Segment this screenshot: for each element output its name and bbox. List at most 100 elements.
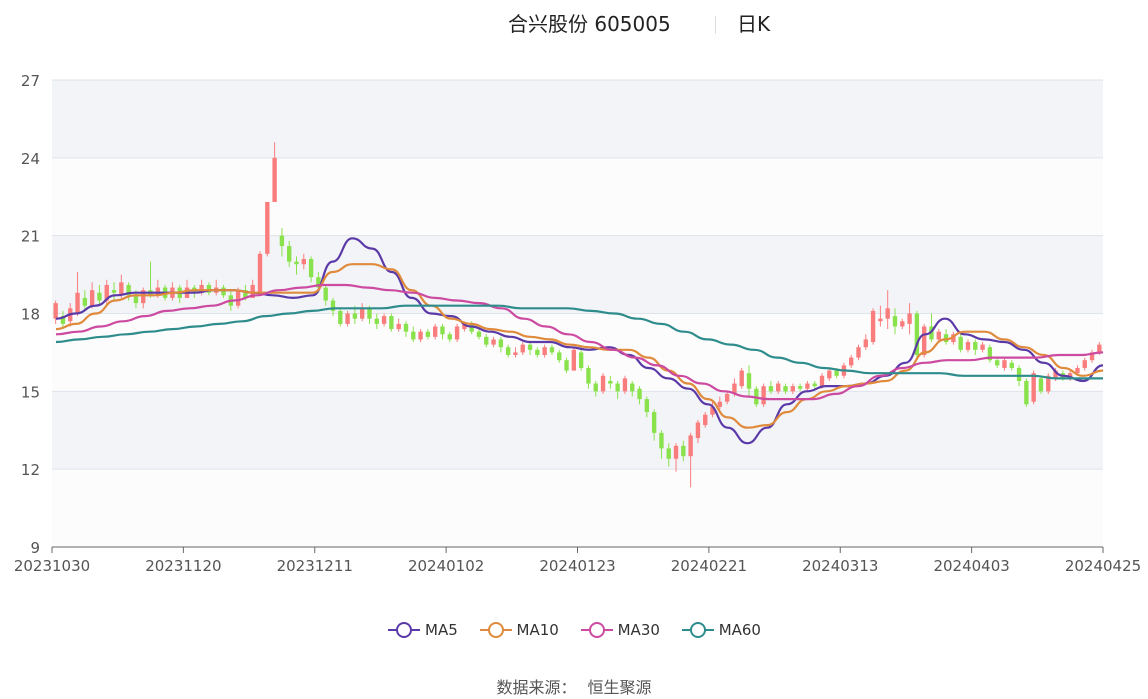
candle-body (389, 316, 394, 330)
candle-body (272, 157, 277, 202)
candle-body (60, 316, 66, 324)
legend-item-ma5[interactable]: MA5 (387, 620, 458, 640)
candle-body (593, 383, 598, 392)
candlestick (491, 336, 496, 348)
candlestick (272, 142, 277, 202)
candlestick (797, 383, 803, 392)
x-tick-label: 20240221 (671, 557, 747, 575)
legend-item-ma10[interactable]: MA10 (479, 620, 559, 640)
ma5-legend-icon (388, 622, 420, 638)
candlestick (1082, 357, 1087, 371)
candlestick (89, 282, 95, 309)
candle-body (863, 339, 868, 348)
ma-line-ma10 (55, 263, 1104, 429)
candlestick (630, 380, 635, 397)
candlestick (432, 323, 438, 340)
candle-body (717, 401, 723, 407)
candle-body (301, 259, 306, 265)
candlestick (622, 375, 628, 394)
candle-body (432, 326, 438, 337)
candle-body (367, 308, 372, 319)
candlestick (345, 310, 350, 327)
candle-body (958, 336, 963, 350)
legend-label-ma5: MA5 (425, 621, 458, 639)
candlestick (308, 256, 314, 283)
candlestick (75, 271, 80, 317)
x-tick-label: 20231211 (277, 557, 353, 575)
candle-body (659, 432, 664, 449)
candlestick (527, 342, 533, 356)
candlestick (403, 321, 409, 337)
candlestick (476, 329, 482, 340)
candle-body (1075, 367, 1080, 374)
legend-item-ma30[interactable]: MA30 (580, 620, 660, 640)
legend-item-ma60[interactable]: MA60 (681, 620, 761, 640)
period-label[interactable]: 日K (737, 12, 771, 36)
candle-body (1046, 375, 1051, 392)
candle-body (265, 201, 270, 254)
candle-body (892, 316, 898, 327)
candlestick (878, 305, 883, 327)
candle-body (805, 383, 810, 389)
candlestick (323, 284, 328, 306)
candlestick (1024, 378, 1029, 407)
candle-body (235, 290, 241, 306)
candlestick (206, 282, 212, 296)
candle-body (381, 316, 387, 324)
candle-body (403, 323, 409, 332)
candle-body (600, 375, 606, 392)
candle-body (527, 344, 533, 350)
candlestick (82, 290, 88, 311)
candlestick (710, 401, 715, 418)
candle-body (97, 292, 102, 301)
candlestick (892, 308, 898, 335)
source-label: 数据来源： (496, 678, 577, 697)
candlestick (498, 336, 504, 353)
candlestick (739, 367, 744, 389)
candle-body (951, 334, 956, 343)
candlestick (425, 329, 431, 340)
candle-body (1053, 370, 1058, 379)
candle-body (440, 326, 445, 335)
ma10-legend-icon (479, 622, 512, 638)
candlestick (856, 344, 861, 361)
background-band (52, 157, 1103, 236)
candle-body (1089, 352, 1095, 361)
candlestick (141, 287, 146, 309)
candlestick (761, 383, 766, 407)
y-tick-label: 18 (21, 306, 40, 324)
candlestick (666, 443, 671, 467)
x-tick-label: 20240313 (802, 557, 878, 575)
candlestick (557, 349, 562, 363)
candle-body (476, 331, 482, 337)
candle-body (221, 287, 226, 296)
candlestick (987, 344, 993, 363)
candlestick (330, 297, 336, 317)
candle-body (250, 284, 255, 298)
candlestick (287, 240, 292, 267)
candle-body (557, 352, 562, 361)
candlestick (418, 329, 423, 343)
candlestick (389, 313, 394, 332)
candlestick (958, 334, 963, 353)
candle-body (703, 414, 708, 426)
candle-body (732, 383, 737, 394)
candle-body (505, 347, 511, 356)
candle-body (1097, 344, 1102, 353)
candlestick (615, 380, 620, 400)
x-tick-label: 20231030 (14, 557, 90, 575)
ma-line-ma60 (55, 304, 1103, 380)
candle-body (586, 367, 591, 384)
candle-body (360, 308, 365, 319)
y-tick-label: 9 (30, 539, 40, 557)
candlestick (484, 334, 489, 348)
candle-body (462, 323, 467, 330)
moving-average-lines[interactable] (55, 237, 1104, 445)
candlestick (513, 347, 518, 358)
candle-body (425, 331, 431, 337)
candlestick (60, 310, 66, 330)
candlestick (943, 329, 949, 345)
chart-legend: MA5 MA10 MA30 MA60 (0, 620, 1148, 644)
candle-body (622, 378, 628, 392)
